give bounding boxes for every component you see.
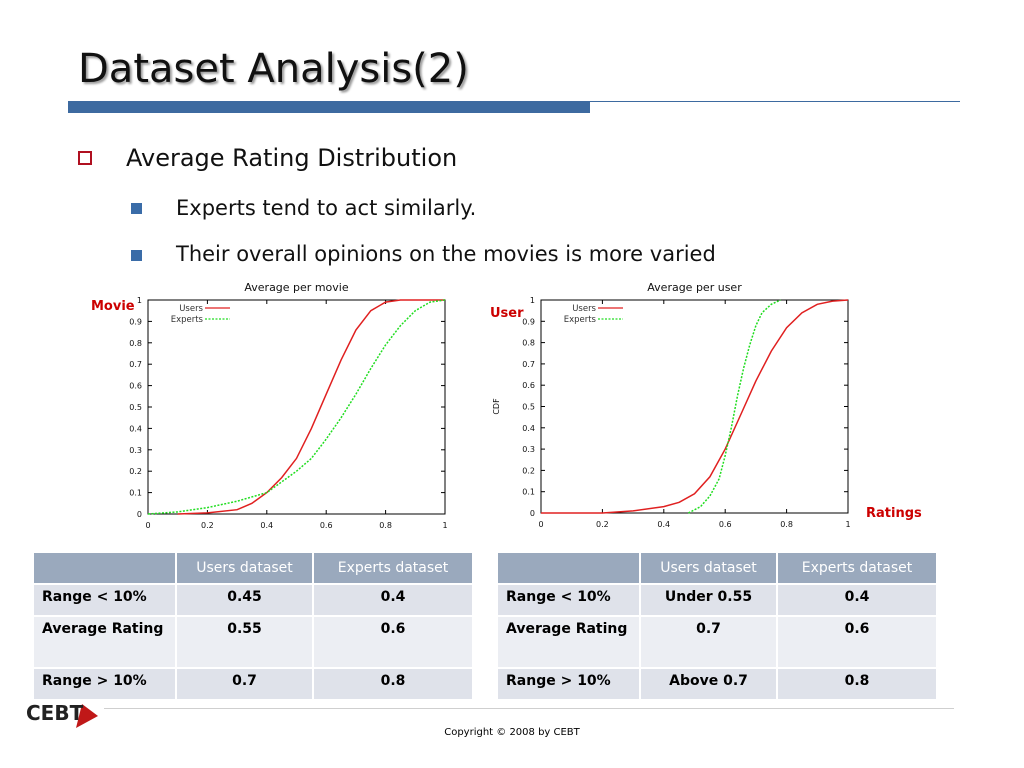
cebt-logo: CEBT xyxy=(26,701,98,728)
cell-users: 0.7 xyxy=(175,667,314,701)
title-underline-line xyxy=(590,101,960,102)
y-tick-label: 0.3 xyxy=(129,446,142,455)
legend-label-experts: Experts xyxy=(564,315,597,325)
hollow-square-bullet-icon xyxy=(78,151,92,165)
y-tick-label: 0.9 xyxy=(522,317,535,326)
cell-experts: 0.4 xyxy=(312,583,474,617)
x-tick-label: 0.6 xyxy=(719,520,732,529)
y-tick-label: 0.1 xyxy=(129,489,142,498)
x-tick-label: 0 xyxy=(538,520,543,529)
row-label: Range < 10% xyxy=(32,583,177,617)
y-tick-label: 0 xyxy=(530,509,535,518)
cell-experts: 0.6 xyxy=(776,615,938,669)
cell-experts: 0.8 xyxy=(312,667,474,701)
table-header-blank xyxy=(496,551,641,585)
cell-users: Above 0.7 xyxy=(639,667,778,701)
copyright-text: Copyright © 2008 by CEBT xyxy=(444,727,580,738)
y-tick-label: 0.6 xyxy=(522,381,535,390)
table-header-experts: Experts dataset xyxy=(776,551,938,585)
y-tick-label: 1 xyxy=(530,296,535,305)
ratings-label: Ratings xyxy=(866,506,922,521)
chart-title: Average per movie xyxy=(244,281,348,294)
plot-frame xyxy=(540,299,849,514)
chart-average-per-movie: Average per movie 0 0.1 0.2 0.3 0.4 0.5 0.6 0.7 0… xyxy=(129,281,447,530)
y-tick-label: 0.2 xyxy=(522,466,535,475)
table-header-experts: Experts dataset xyxy=(312,551,474,585)
x-tick-label: 0.4 xyxy=(260,521,273,530)
y-tick-label: 0.8 xyxy=(129,339,142,348)
row-label: Range > 10% xyxy=(496,667,641,701)
row-label: Average Rating xyxy=(496,615,641,669)
x-tick-label: 0.2 xyxy=(596,520,609,529)
filled-square-bullet-icon xyxy=(131,203,142,214)
y-tick-label: 0.7 xyxy=(129,360,142,369)
sub-bullet-experts: Experts tend to act similarly. xyxy=(176,196,477,220)
series-line-experts xyxy=(688,299,781,514)
cell-experts: 0.4 xyxy=(776,583,938,617)
table-row: Range > 10% Above 0.7 0.8 xyxy=(496,667,938,701)
y-tick-label: 0.8 xyxy=(522,339,535,348)
user-label: User xyxy=(490,306,524,321)
table-row: Range < 10% 0.45 0.4 xyxy=(32,583,474,617)
y-tick-label: 0.5 xyxy=(129,403,142,412)
table-header-users: Users dataset xyxy=(175,551,314,585)
x-tick-label: 0 xyxy=(145,521,150,530)
cell-users: 0.55 xyxy=(175,615,314,669)
x-tick-label: 0.4 xyxy=(657,520,670,529)
y-tick-label: 0.6 xyxy=(129,382,142,391)
plot-frame xyxy=(147,299,446,515)
cell-experts: 0.6 xyxy=(312,615,474,669)
x-tick-label: 1 xyxy=(845,520,850,529)
legend-label-users: Users xyxy=(572,304,596,314)
sub-bullet-opinions: Their overall opinions on the movies is … xyxy=(176,242,716,266)
series-line-experts xyxy=(147,299,446,515)
cell-users: 0.45 xyxy=(175,583,314,617)
series-line-users xyxy=(177,299,445,515)
title-underline-bar xyxy=(68,101,590,113)
y-tick-label: 0.4 xyxy=(522,424,535,433)
table-header-users: Users dataset xyxy=(639,551,778,585)
y-axis-label: CDF xyxy=(492,398,501,415)
row-label: Average Rating xyxy=(32,615,177,669)
footer-divider xyxy=(104,708,954,709)
filled-square-bullet-icon xyxy=(131,250,142,261)
y-tick-label: 0.9 xyxy=(129,317,142,326)
x-tick-label: 0.8 xyxy=(780,520,793,529)
page-title: Dataset Analysis(2) xyxy=(78,46,469,92)
cell-users: 0.7 xyxy=(639,615,778,669)
x-tick-label: 0.8 xyxy=(379,521,392,530)
movie-label: Movie xyxy=(91,299,135,314)
table-row: Average Rating 0.7 0.6 xyxy=(496,615,938,669)
table-row: Average Rating 0.55 0.6 xyxy=(32,615,474,669)
cell-users: Under 0.55 xyxy=(639,583,778,617)
x-tick-label: 0.2 xyxy=(201,521,214,530)
data-table-movie: Users dataset Experts dataset Range < 10… xyxy=(32,551,474,701)
x-tick-label: 0.6 xyxy=(320,521,333,530)
data-table-user: Users dataset Experts dataset Range < 10… xyxy=(496,551,938,701)
legend-label-experts: Experts xyxy=(171,315,204,325)
y-tick-label: 0.5 xyxy=(522,403,535,412)
svg-text:CEBT: CEBT xyxy=(26,701,84,725)
y-tick-label: 0.4 xyxy=(129,424,142,433)
legend-label-users: Users xyxy=(179,304,203,314)
x-tick-label: 1 xyxy=(442,521,447,530)
y-tick-label: 0.1 xyxy=(522,488,535,497)
series-line-users xyxy=(541,299,849,514)
chart-average-per-user: Average per user 0 0.1 0.2 0.3 0.4 0.5 0.6 0.7 0.… xyxy=(492,281,851,529)
bullet-average-rating-distribution: Average Rating Distribution xyxy=(126,144,458,172)
table-header-blank xyxy=(32,551,177,585)
y-tick-label: 0.2 xyxy=(129,467,142,476)
y-tick-label: 0 xyxy=(137,510,142,519)
y-tick-label: 1 xyxy=(137,296,142,305)
y-tick-label: 0.3 xyxy=(522,445,535,454)
chart-title: Average per user xyxy=(647,281,742,294)
row-label: Range < 10% xyxy=(496,583,641,617)
cell-experts: 0.8 xyxy=(776,667,938,701)
y-tick-label: 0.7 xyxy=(522,360,535,369)
row-label: Range > 10% xyxy=(32,667,177,701)
table-row: Range > 10% 0.7 0.8 xyxy=(32,667,474,701)
table-row: Range < 10% Under 0.55 0.4 xyxy=(496,583,938,617)
